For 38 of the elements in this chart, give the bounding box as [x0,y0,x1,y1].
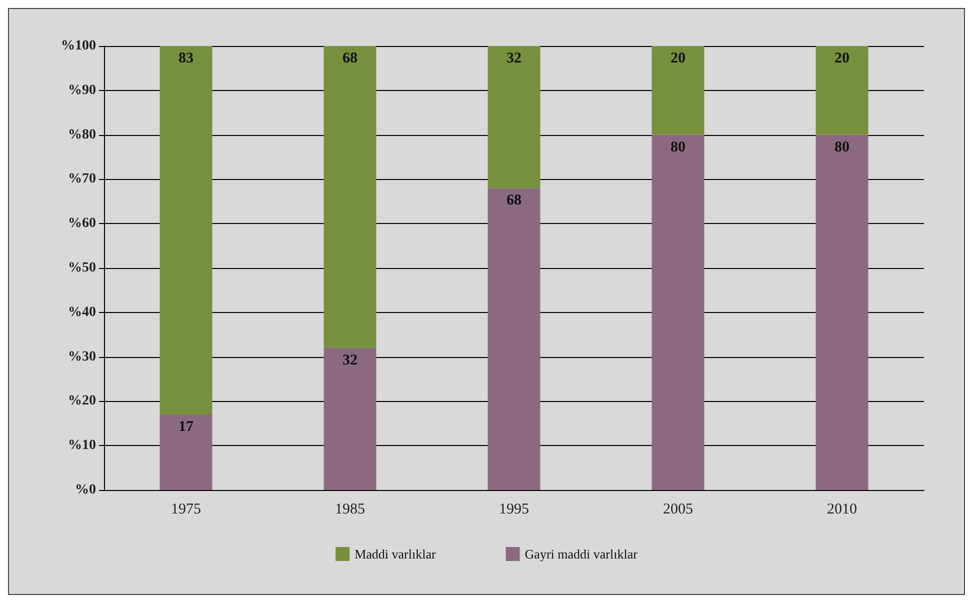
bar [652,134,704,490]
y-tick-label: %40 [68,304,96,320]
bar [160,46,212,415]
data-label: 32 [342,352,358,368]
y-tick-label: %60 [68,216,96,232]
bar [324,46,376,348]
bar [488,46,540,188]
data-label: 32 [506,50,522,66]
bar [160,414,212,490]
x-tick-label: 2005 [663,502,693,518]
y-tick-label: %10 [68,438,96,454]
x-tick-label: 1995 [499,502,529,518]
y-tick-label: %30 [68,349,96,364]
y-tick-label: %50 [68,260,96,276]
bar [488,188,540,490]
x-tick-label: 2010 [827,502,857,518]
data-label: 83 [178,50,194,66]
y-tick-label: %90 [68,82,96,98]
bar [324,348,376,490]
y-tick-label: %20 [68,394,96,409]
data-label: 17 [178,419,194,436]
data-label: 68 [342,50,358,66]
bar [816,46,868,135]
data-label: 68 [506,192,522,209]
data-label: 20 [670,50,686,66]
x-tick-label: 1985 [335,502,365,518]
y-tick-label: %80 [68,127,96,142]
bar [816,134,868,490]
legend-label: Gayri maddi varlıklar [524,546,638,562]
data-label: 20 [834,50,850,66]
x-tick-label: 1975 [171,502,201,518]
y-tick-label: %0 [75,482,96,498]
data-label: 80 [834,139,850,156]
y-tick-label: %100 [61,38,96,54]
bar [652,46,704,135]
legend-label: Maddi varlıklar [354,546,436,562]
data-label: 80 [670,139,686,156]
y-tick-label: %70 [68,172,96,187]
